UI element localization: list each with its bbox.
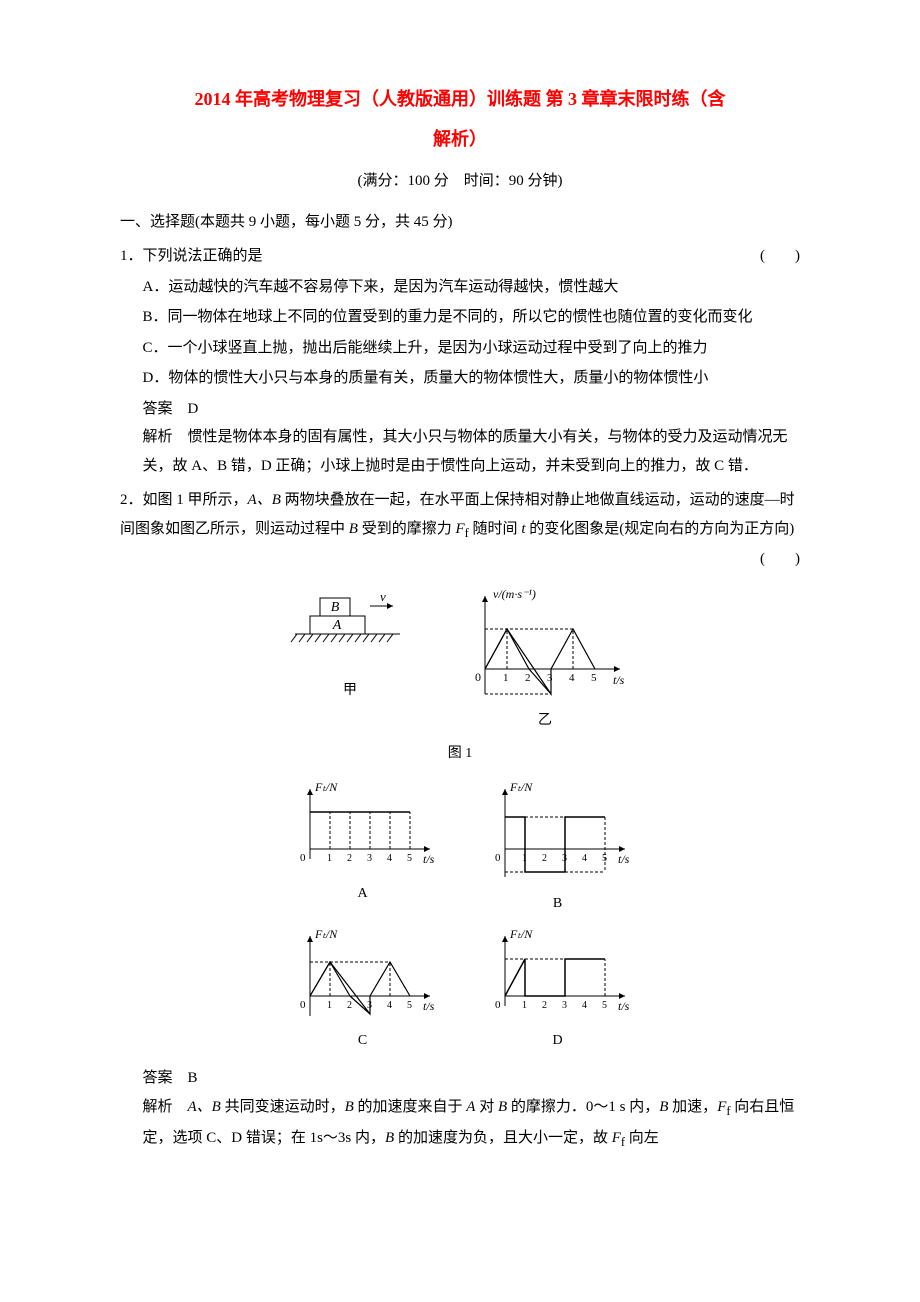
- svg-text:4: 4: [582, 853, 587, 864]
- svg-text:0: 0: [495, 999, 501, 1011]
- opt-d-label: D: [480, 1028, 635, 1055]
- q1-answer: 答案 D: [120, 395, 800, 424]
- q1-explanation: 解析 惯性是物体本身的固有属性，其大小只与物体的质量大小有关，与物体的受力及运动…: [120, 423, 800, 480]
- q2-bracket: ( ): [760, 545, 800, 574]
- doc-title-line1: 2014 年高考物理复习（人教版通用）训练题 第 3 章章末限时练（含: [120, 80, 800, 120]
- figure-1-label: 图 1: [120, 741, 800, 768]
- opt-a-label: A: [285, 881, 440, 908]
- svg-text:2: 2: [347, 1000, 352, 1011]
- doc-title-line2: 解析）: [120, 120, 800, 160]
- doc-subtitle: (满分：100 分 时间：90 分钟): [120, 167, 800, 196]
- option-chart-c: Fₜ/N t/s 0 12 34 5 C: [285, 924, 440, 1055]
- svg-text:2: 2: [525, 672, 531, 684]
- svg-text:2: 2: [347, 853, 352, 864]
- q1-text: 下列说法正确的是: [143, 248, 263, 264]
- svg-text:1: 1: [522, 1000, 527, 1011]
- svg-text:4: 4: [582, 1000, 587, 1011]
- svg-text:4: 4: [387, 1000, 392, 1011]
- q1-option-d: D．物体的惯性大小只与本身的质量有关，质量大的物体惯性大，质量小的物体惯性小: [143, 364, 801, 393]
- question-2: 2．如图 1 甲所示，A、B 两物块叠放在一起，在水平面上保持相对静止地做直线运…: [120, 486, 800, 1154]
- svg-text:Fₜ/N: Fₜ/N: [509, 927, 533, 941]
- svg-text:2: 2: [542, 853, 547, 864]
- svg-text:5: 5: [407, 1000, 412, 1011]
- figure-1-jia: B A v: [285, 584, 415, 735]
- svg-text:5: 5: [602, 1000, 607, 1011]
- svg-text:v: v: [380, 589, 386, 604]
- fig-yi-label: 乙: [455, 708, 635, 735]
- opt-b-label: B: [480, 891, 635, 918]
- svg-text:5: 5: [591, 672, 597, 684]
- opt-c-label: C: [285, 1028, 440, 1055]
- svg-text:A: A: [332, 618, 342, 633]
- svg-text:Fₜ/N: Fₜ/N: [314, 927, 338, 941]
- svg-text:1: 1: [327, 853, 332, 864]
- svg-text:t/s: t/s: [613, 673, 625, 687]
- svg-text:0: 0: [495, 852, 501, 864]
- q2-text: 如图 1 甲所示，A、B 两物块叠放在一起，在水平面上保持相对静止地做直线运动，…: [120, 492, 795, 537]
- svg-text:0: 0: [300, 999, 306, 1011]
- figure-1: B A v: [120, 584, 800, 1054]
- figure-1-yi: v/(m·s⁻¹) t/s 0 1 2 3 4 5: [455, 584, 635, 735]
- q1-option-a: A．运动越快的汽车越不容易停下来，是因为汽车运动得越快，惯性越大: [143, 273, 801, 302]
- svg-text:1: 1: [503, 672, 509, 684]
- svg-text:3: 3: [562, 1000, 567, 1011]
- diagram-blocks-icon: B A v: [285, 584, 415, 674]
- option-chart-d: Fₜ/N t/s 0 1 2 3 4 5 D: [480, 924, 635, 1055]
- svg-text:4: 4: [569, 672, 575, 684]
- section-heading: 一、选择题(本题共 9 小题，每小题 5 分，共 45 分): [120, 208, 800, 237]
- fig-jia-label: 甲: [285, 678, 415, 705]
- svg-text:1: 1: [327, 1000, 332, 1011]
- svg-text:t/s: t/s: [618, 999, 630, 1013]
- svg-text:t/s: t/s: [423, 999, 435, 1013]
- svg-text:v/(m·s⁻¹): v/(m·s⁻¹): [493, 587, 536, 601]
- q1-option-c: C．一个小球竖直上抛，抛出后能继续上升，是因为小球运动过程中受到了向上的推力: [143, 334, 801, 363]
- q2-answer: 答案 B: [120, 1064, 800, 1093]
- q2-explanation: 解析 A、B 共同变速运动时，B 的加速度来自于 A 对 B 的摩擦力．0～1 …: [120, 1093, 800, 1155]
- svg-text:t/s: t/s: [423, 852, 435, 866]
- q1-number: 1．: [120, 248, 143, 264]
- svg-text:3: 3: [367, 853, 372, 864]
- svg-text:0: 0: [300, 852, 306, 864]
- option-chart-b: Fₜ/N t/s 0 12 34 5 B: [480, 777, 635, 918]
- svg-text:Fₜ/N: Fₜ/N: [314, 780, 338, 794]
- chart-vt-icon: v/(m·s⁻¹) t/s 0 1 2 3 4 5: [455, 584, 635, 704]
- svg-text:0: 0: [475, 670, 481, 684]
- option-chart-a: Fₜ/N t/s 0 1 2 3 4 5 A: [285, 777, 440, 918]
- svg-text:3: 3: [547, 672, 553, 684]
- svg-text:B: B: [331, 600, 340, 615]
- q2-number: 2．: [120, 492, 143, 508]
- svg-text:Fₜ/N: Fₜ/N: [509, 780, 533, 794]
- svg-text:5: 5: [407, 853, 412, 864]
- q1-bracket: ( ): [760, 242, 800, 271]
- svg-text:2: 2: [542, 1000, 547, 1011]
- q1-option-b: B．同一物体在地球上不同的位置受到的重力是不同的，所以它的惯性也随位置的变化而变…: [143, 303, 801, 332]
- question-1: 1．下列说法正确的是 ( ) A．运动越快的汽车越不容易停下来，是因为汽车运动得…: [120, 242, 800, 480]
- svg-text:4: 4: [387, 853, 392, 864]
- svg-text:t/s: t/s: [618, 852, 630, 866]
